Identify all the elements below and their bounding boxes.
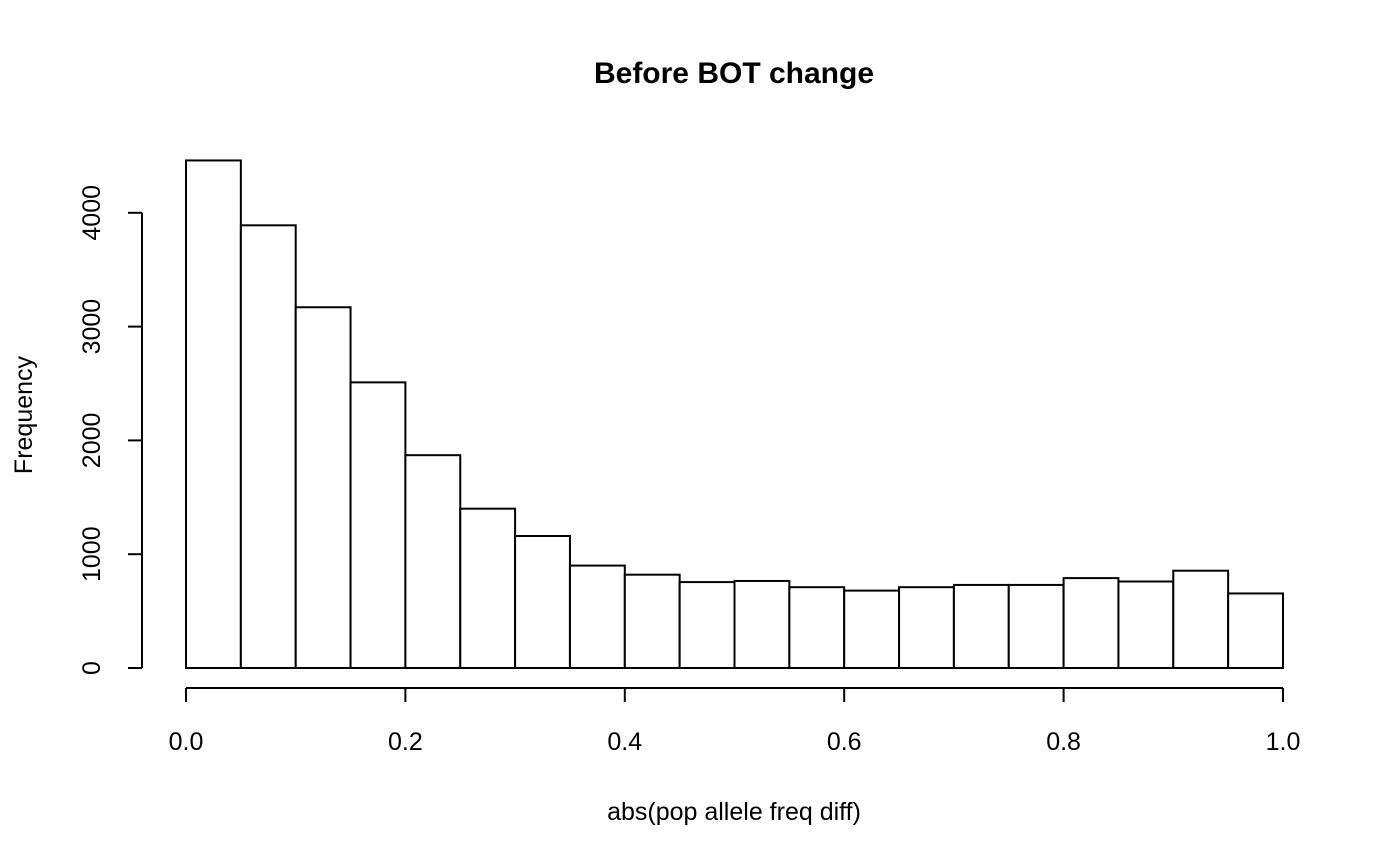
histogram-bar [1117,580,1175,670]
histogram-bar [185,159,242,669]
histogram-bar [1007,583,1065,670]
y-tick-label: 0 [78,661,106,675]
x-tick-label: 0.6 [827,728,862,756]
histogram-bar [514,534,571,669]
histogram-bar [459,507,517,669]
histogram-bar [1227,592,1285,669]
histogram-bar [1062,577,1120,670]
histogram-bar [733,579,791,669]
histogram-bar [294,306,352,669]
histogram-bar [898,586,955,670]
x-tick-label: 1.0 [1266,728,1301,756]
x-axis-label: abs(pop allele freq diff) [607,798,861,826]
histogram-bar [1172,569,1230,669]
histogram-bar [952,583,1010,670]
histogram-bar [404,454,462,669]
histogram-bar [843,589,901,670]
y-tick-label: 4000 [78,185,106,241]
x-axis: 0.0 0.2 0.4 0.6 0.8 1.0 [169,687,1301,756]
x-tick-label: 0.8 [1046,728,1081,756]
y-axis-label: Frequency [10,355,38,474]
histogram-bar [239,224,297,669]
histogram-bar [623,573,681,670]
histogram-bar [788,586,846,670]
x-tick-label: 0.0 [169,728,204,756]
y-tick-label: 3000 [78,299,106,355]
y-tick-label: 2000 [78,413,106,469]
y-axis: 0 1000 2000 3000 4000 [78,185,143,675]
chart-title: Before BOT change [594,57,874,90]
bars-group [185,159,1285,670]
histogram-bar [568,564,626,670]
x-tick-label: 0.2 [388,728,423,756]
x-tick-label: 0.4 [607,728,642,756]
histogram-bar [678,581,736,669]
histogram-bar [349,381,407,669]
y-tick-label: 1000 [78,526,106,582]
